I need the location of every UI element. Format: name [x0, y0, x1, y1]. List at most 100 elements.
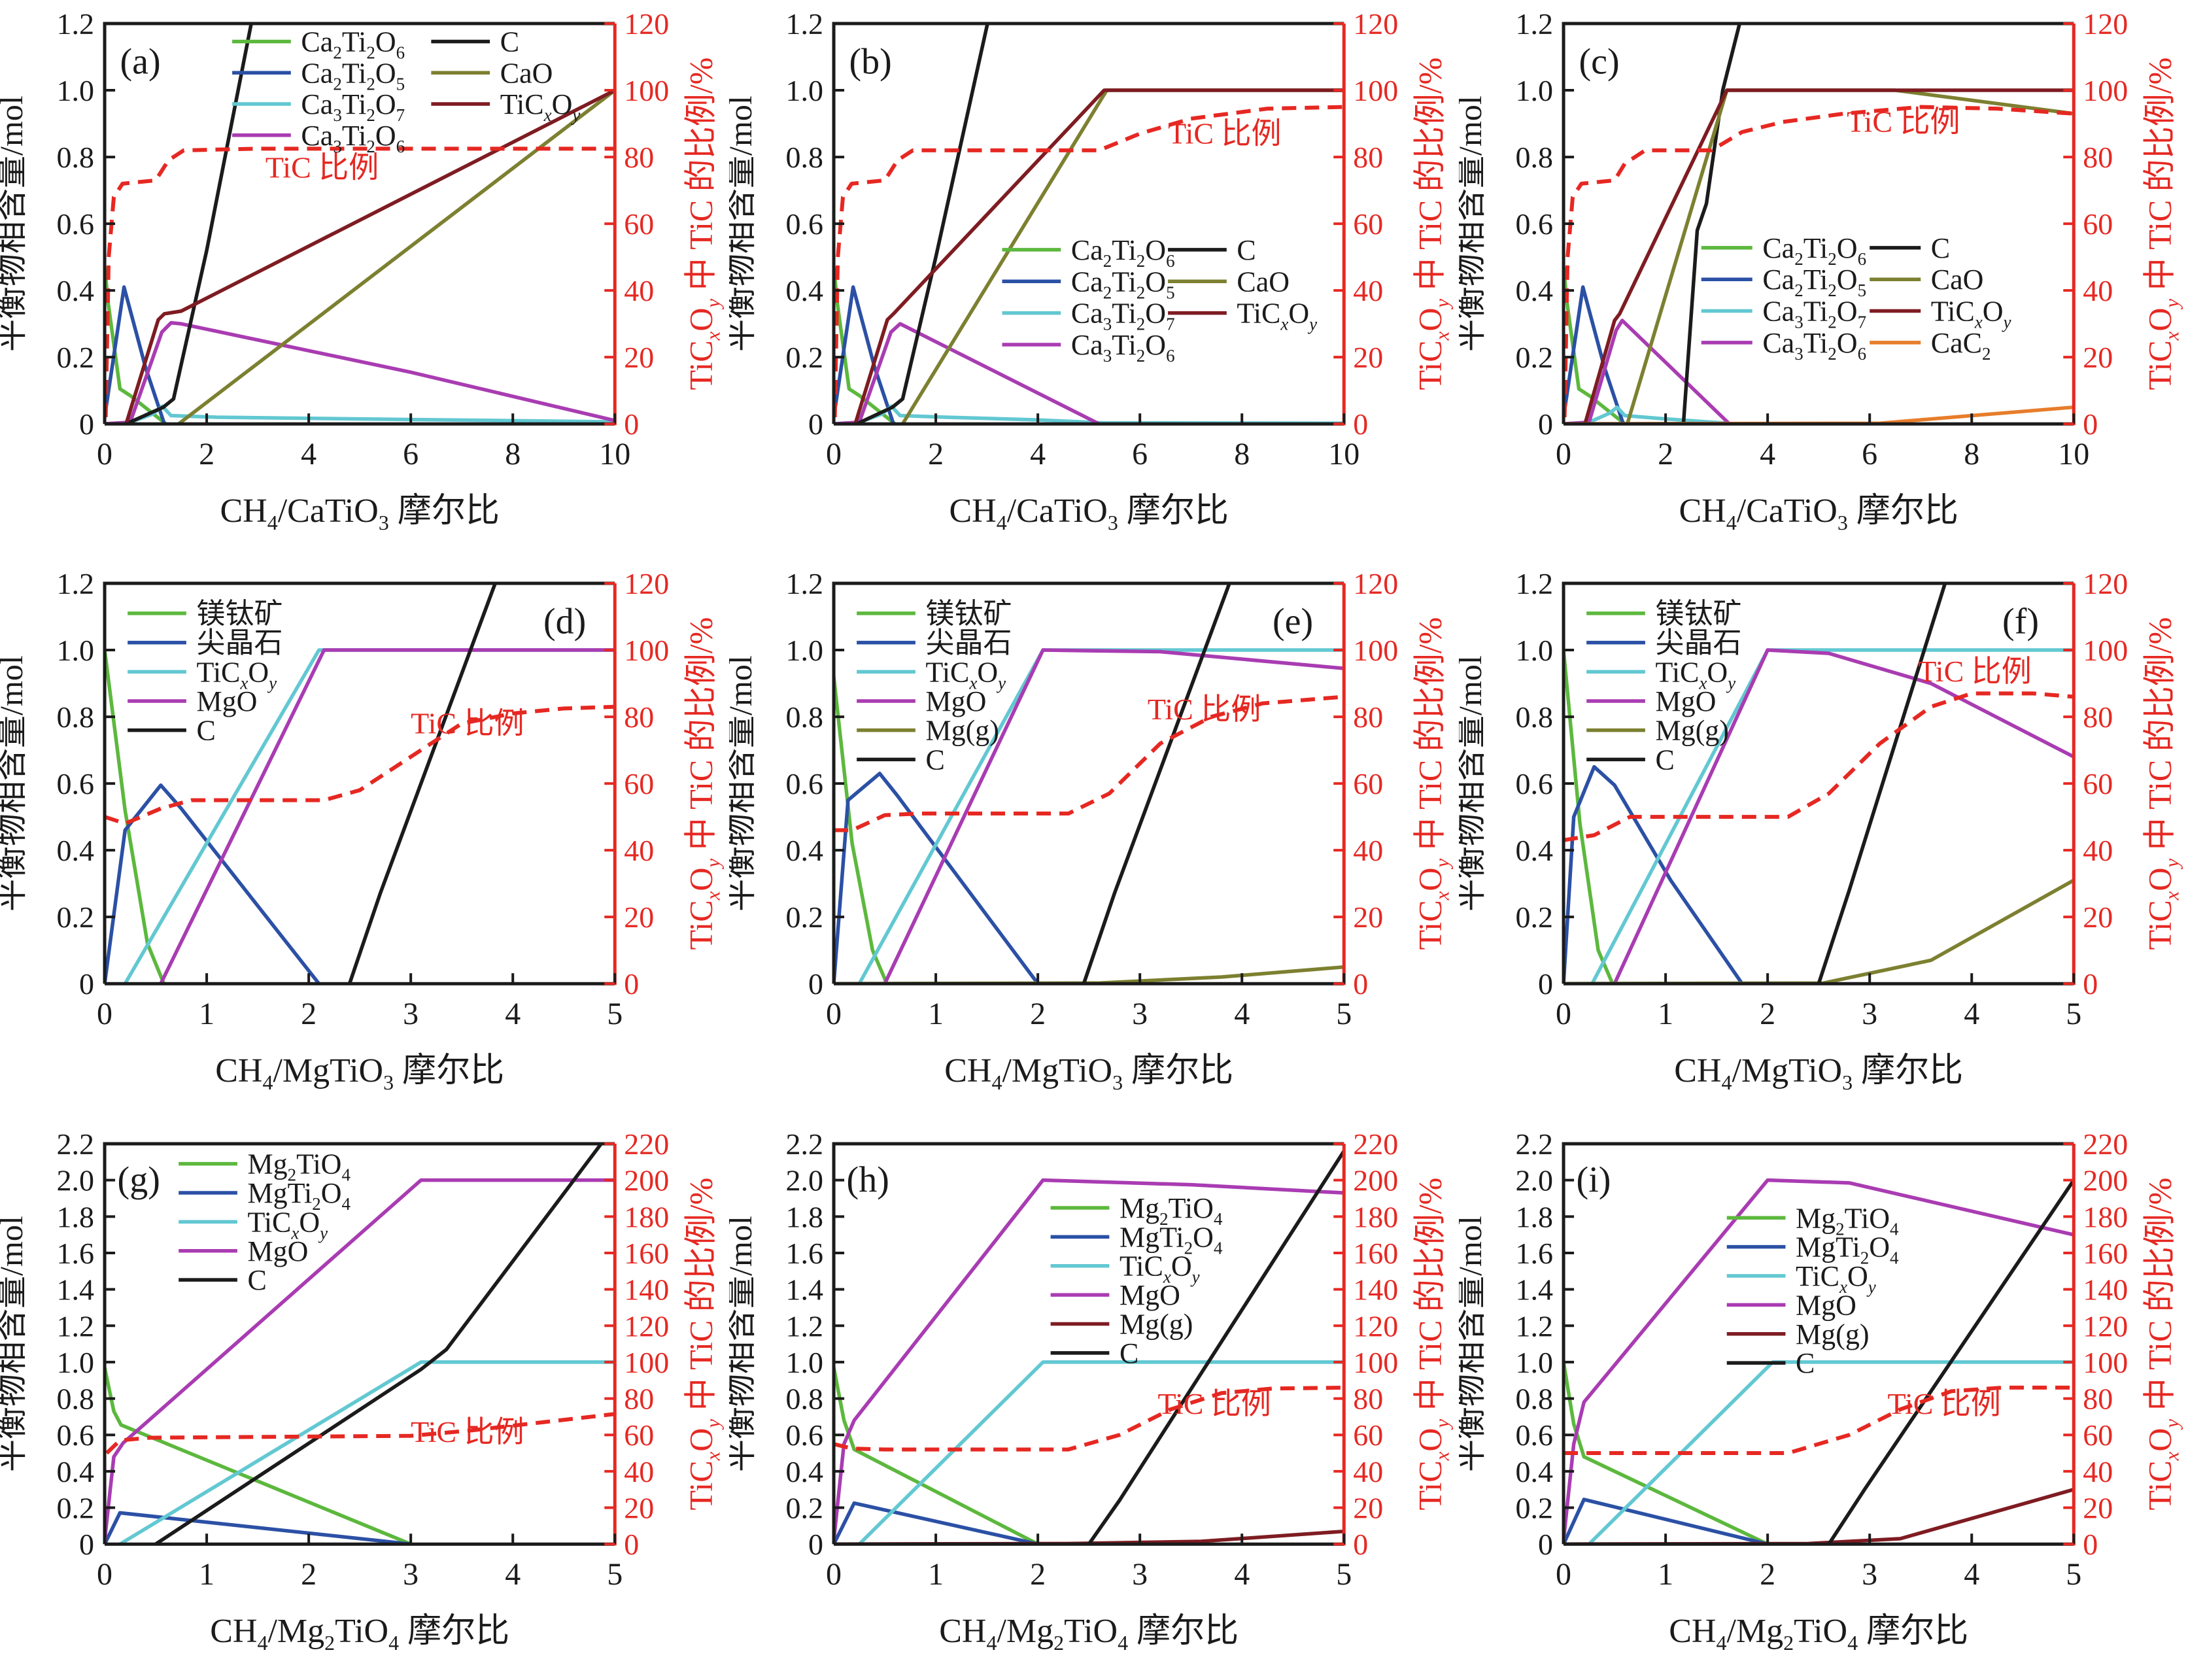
- y-tick-label-left: 0: [1538, 967, 1553, 1001]
- x-tick-label: 1: [928, 1557, 944, 1592]
- legend-label: C: [926, 744, 945, 776]
- y-tick-label-left: 0.8: [1515, 700, 1553, 734]
- left-axis-label: 平衡物相含量/mol: [1459, 656, 1488, 912]
- series-line-C: [1817, 583, 1947, 984]
- y-tick-label-right: 200: [1354, 1163, 1399, 1197]
- y-tick-label-right: 40: [1354, 834, 1384, 867]
- legend-label: TiCxOy: [1930, 296, 2011, 332]
- y-tick-label-right: 40: [2083, 274, 2113, 307]
- x-tick-label: 1: [928, 997, 944, 1031]
- y-tick-label-right: 0: [624, 1528, 639, 1561]
- y-tick-label-left: 1.2: [786, 567, 824, 600]
- y-tick-label-right: 0: [2083, 1528, 2098, 1561]
- right-axis-label: TiCxOy 中 TiC 的比例/%: [2141, 58, 2183, 390]
- y-tick-label-left: 1.8: [1515, 1200, 1553, 1233]
- panel-h-chart: 0 1 2 3 4 500.20.40.60.81.01.21.41.61.82.02.2…: [729, 1120, 1459, 1680]
- y-tick-label-right: 20: [2083, 900, 2113, 934]
- panel-letter: (a): [120, 42, 160, 82]
- panel-f: 0 1 2 3 4 5 0 0.2 0.4 0.6 0.8 1.0 1.2 0 20 40 60 80 100 120…: [1459, 560, 2188, 1120]
- series-line-Ca2Ti2O5: [105, 285, 166, 424]
- x-tick-label: 3: [403, 1557, 419, 1592]
- x-axis-label: CH4/CaTiO3 摩尔比: [220, 492, 499, 534]
- y-tick-label-right: 80: [2083, 141, 2113, 174]
- x-tick-label: 4: [1964, 1557, 1979, 1592]
- y-tick-label-right: 0: [1354, 1528, 1369, 1561]
- y-tick-label-right: 100: [624, 74, 669, 107]
- y-tick-label-left: 0.4: [1515, 1454, 1553, 1488]
- x-tick-label: 0: [826, 997, 842, 1031]
- series-line-Mg2TiO4: [1563, 1361, 1768, 1544]
- y-tick-label-right: 60: [2083, 1418, 2113, 1452]
- series-line-Ca2Ti2O5: [834, 285, 896, 424]
- x-tick-label: 2: [1030, 1557, 1046, 1592]
- y-tick-label-right: 120: [1354, 567, 1399, 600]
- y-tick-label-right: 60: [2083, 767, 2113, 800]
- x-tick-label: 0: [97, 997, 112, 1031]
- y-tick-label-right: 180: [624, 1200, 669, 1233]
- y-tick-label-left: 0.2: [57, 1491, 95, 1524]
- y-tick-label-left: 0: [79, 407, 94, 441]
- legend-label: C: [248, 1264, 267, 1296]
- y-tick-label-right: 20: [1354, 341, 1384, 374]
- y-tick-label-left: 0.8: [786, 141, 824, 174]
- series-line-CaO: [177, 88, 615, 424]
- y-tick-label-left: 0.4: [786, 834, 824, 867]
- x-tick-label: 3: [403, 997, 419, 1031]
- y-tick-label-left: 0.8: [57, 700, 95, 734]
- y-tick-label-right: 40: [1354, 274, 1384, 307]
- tic-ratio-annotation: TiC 比例: [1158, 1387, 1271, 1420]
- y-tick-label-right: 220: [2083, 1127, 2128, 1161]
- y-tick-label-left: 0.8: [1515, 141, 1553, 174]
- panel-letter: (b): [849, 42, 892, 82]
- y-tick-label-right: 0: [1354, 967, 1369, 1001]
- y-tick-label-right: 100: [1354, 634, 1399, 667]
- y-tick-label-left: 1.6: [57, 1236, 95, 1269]
- x-tick-label: 4: [505, 997, 521, 1031]
- panel-b-chart: 0 2 4 6 8 1000.20.40.60.81.01.202040608010012…: [729, 0, 1459, 560]
- axis-frame: [1562, 22, 2074, 424]
- panel-bg: [1458, 1120, 2188, 1680]
- x-tick-label: 2: [928, 437, 944, 471]
- panel-letter: (e): [1273, 602, 1313, 642]
- series-line-C: [1082, 583, 1232, 984]
- panel-letter: (g): [118, 1159, 160, 1200]
- x-tick-label: 0: [826, 1557, 842, 1592]
- series-line-MgO: [1563, 1178, 2074, 1541]
- y-tick-label-right: 80: [2083, 1382, 2113, 1415]
- y-tick-label-right: 20: [624, 341, 654, 374]
- legend-label: TiCxOy: [1796, 1260, 1876, 1297]
- panel-bg: [729, 1120, 1459, 1680]
- legend-label: Mg(g): [1655, 715, 1728, 747]
- y-tick-label-left: 0.6: [1515, 1418, 1553, 1452]
- x-tick-label: 10: [2058, 437, 2089, 471]
- y-tick-label-right: 20: [1354, 900, 1384, 934]
- legend-label: Ca3Ti2O6: [301, 120, 405, 156]
- x-axis-label: CH4/Mg2TiO4 摩尔比: [210, 1613, 509, 1654]
- x-tick-label: 4: [1235, 1557, 1250, 1592]
- panel-a: 0 2 4 6 8 10 0 0.2 0.4 0.6 0.8 1.0 1.2 0 20 40 60 80 100 12…: [0, 0, 730, 560]
- y-tick-label-left: 1.2: [57, 1309, 95, 1343]
- tic-ratio-annotation: TiC 比例: [1847, 105, 1960, 138]
- y-tick-label-left: 1.2: [786, 1309, 824, 1343]
- panel-g: 0 1 2 3 4 5 0 0.2 0.4 0.6 0.8 1.0 1.2 1.4 1.6 1.8 2.0 2.2…: [0, 1120, 730, 1680]
- series-line-MgO: [159, 648, 615, 984]
- series-line-TiC比例: [105, 1411, 615, 1454]
- y-tick-label-right: 160: [2083, 1236, 2128, 1269]
- x-tick-label: 5: [607, 997, 623, 1031]
- series-line-TiC比例: [834, 694, 1344, 832]
- panel-b: 0 2 4 6 8 10 0 0.2 0.4 0.6 0.8 1.0 1.2 0 20 40 60 80 100 12…: [729, 0, 1459, 560]
- y-tick-label-left: 0: [1538, 1528, 1553, 1561]
- x-tick-label: 4: [1030, 437, 1046, 471]
- legend-label: Mg(g): [926, 715, 999, 747]
- legend-label: 尖晶石: [1655, 627, 1741, 659]
- y-tick-label-left: 1.0: [57, 634, 95, 667]
- y-tick-label-right: 80: [2083, 700, 2113, 734]
- x-tick-label: 3: [1133, 997, 1148, 1031]
- y-tick-label-right: 20: [624, 900, 654, 934]
- y-tick-label-left: 0.2: [57, 900, 95, 934]
- x-tick-label: 4: [301, 437, 316, 471]
- x-tick-label: 2: [1760, 997, 1775, 1031]
- x-tick-label: 4: [505, 1557, 521, 1592]
- y-tick-label-left: 1.0: [1515, 1345, 1553, 1379]
- y-tick-label-right: 120: [2083, 567, 2128, 600]
